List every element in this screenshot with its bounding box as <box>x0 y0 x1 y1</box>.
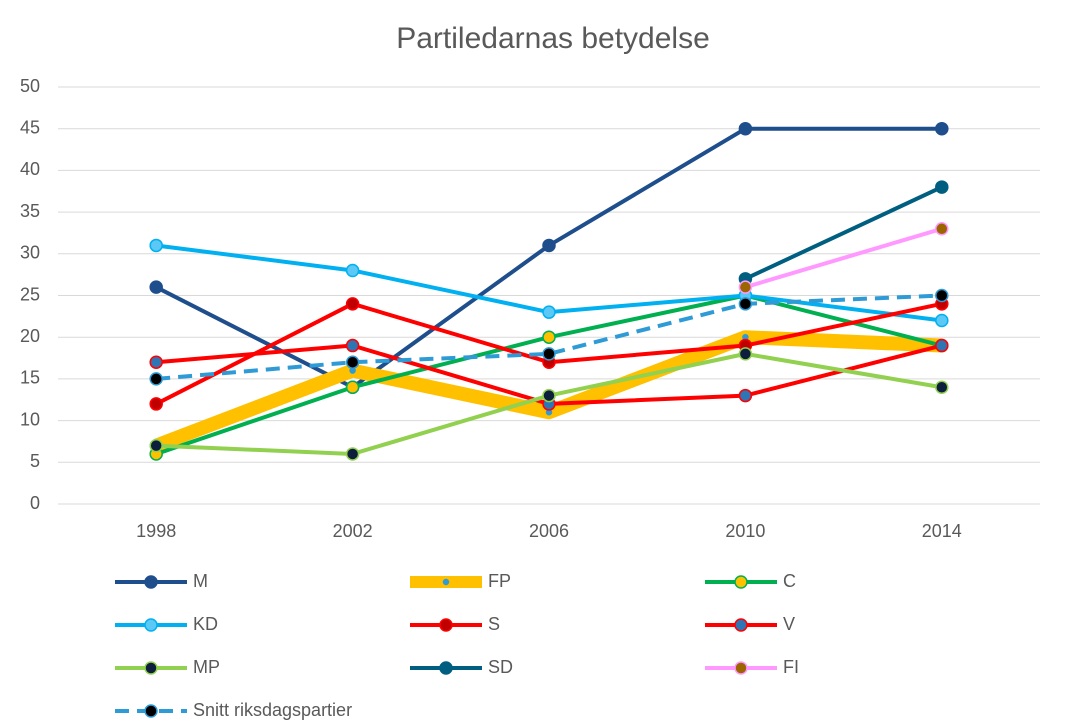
marker <box>935 380 949 394</box>
legend-label: FI <box>783 657 799 677</box>
x-tick-label: 2010 <box>725 521 765 541</box>
legend-label: Snitt riksdagspartier <box>193 700 352 720</box>
marker <box>935 121 949 136</box>
x-tick-label: 2002 <box>333 521 373 541</box>
marker <box>345 447 360 461</box>
marker <box>149 355 163 369</box>
marker <box>542 305 556 319</box>
marker <box>738 121 753 136</box>
y-tick-label: 35 <box>20 201 40 221</box>
marker <box>149 397 163 411</box>
series-line <box>744 185 943 281</box>
legend-marker <box>144 661 158 675</box>
y-tick-label: 0 <box>30 493 40 513</box>
marker <box>149 438 163 453</box>
marker <box>149 372 163 386</box>
y-tick-label: 25 <box>20 284 40 304</box>
legend-marker <box>734 575 748 589</box>
series-line <box>156 293 942 381</box>
legend-marker <box>734 618 748 632</box>
legend-label: C <box>783 571 796 591</box>
x-tick-label: 2006 <box>529 521 569 541</box>
marker <box>542 238 556 253</box>
legend-marker <box>441 577 451 587</box>
marker <box>738 280 753 294</box>
marker <box>345 338 360 353</box>
y-tick-label: 15 <box>20 368 40 388</box>
x-tick-label: 1998 <box>136 521 176 541</box>
marker <box>345 355 360 369</box>
marker <box>345 263 360 278</box>
y-tick-label: 20 <box>20 326 40 346</box>
legend-label: MP <box>193 657 220 677</box>
y-tick-label: 45 <box>20 117 40 137</box>
legend-label: FP <box>488 571 511 591</box>
marker <box>149 238 163 253</box>
marker <box>542 330 556 344</box>
y-tick-label: 40 <box>20 159 40 179</box>
marker <box>935 180 949 194</box>
marker <box>149 280 163 294</box>
legend-marker <box>144 618 158 632</box>
marker <box>935 338 949 353</box>
legend-label: V <box>783 614 795 634</box>
chart-title: Partiledarnas betydelse <box>396 22 710 55</box>
legend-marker <box>734 661 748 675</box>
y-tick-label: 5 <box>30 451 40 471</box>
legend-marker <box>144 704 158 718</box>
y-tick-label: 50 <box>20 76 40 96</box>
legend-marker <box>439 618 453 632</box>
marker <box>738 388 753 403</box>
y-tick-label: 30 <box>20 243 40 263</box>
series-line <box>744 226 943 290</box>
marker <box>345 380 360 394</box>
legend-marker <box>439 661 453 675</box>
marker <box>345 297 360 311</box>
x-tick-label: 2014 <box>922 521 962 541</box>
marker <box>738 347 753 361</box>
marker <box>542 347 556 361</box>
marker <box>738 297 753 311</box>
legend-label: S <box>488 614 500 634</box>
marker <box>542 388 556 403</box>
legend-label: SD <box>488 657 513 677</box>
marker <box>935 313 949 328</box>
y-tick-label: 10 <box>20 409 40 429</box>
legend-label: KD <box>193 614 218 634</box>
legend-label: M <box>193 571 208 591</box>
marker <box>935 288 949 303</box>
legend-marker <box>144 575 158 589</box>
marker <box>935 222 949 236</box>
